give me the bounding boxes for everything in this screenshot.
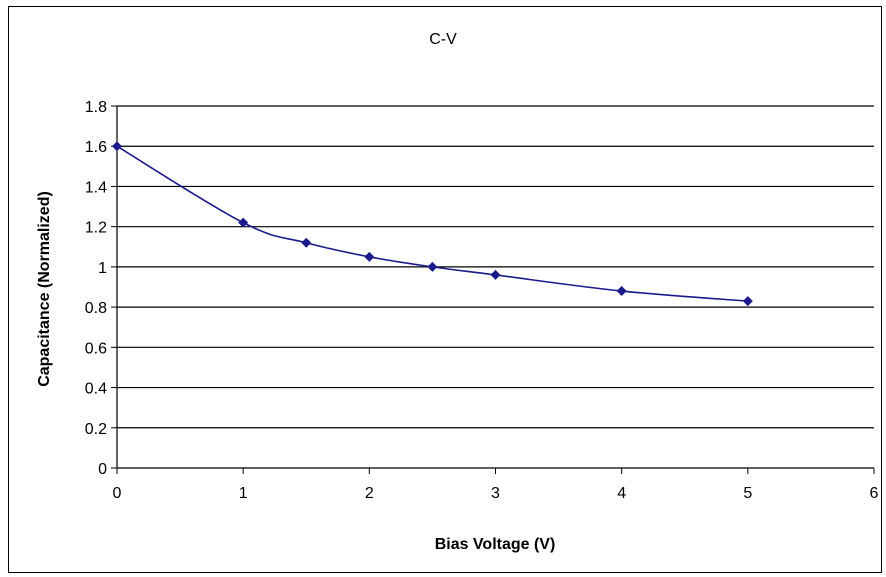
series-layer [112, 141, 753, 307]
grid-lines [117, 105, 874, 429]
x-tick-label: 2 [365, 485, 374, 502]
data-point-marker [490, 269, 501, 280]
y-tick-label: 0.8 [85, 300, 107, 317]
data-point-marker [364, 251, 375, 262]
y-tick-label: 1.8 [85, 99, 107, 116]
x-tick-label: 3 [491, 485, 500, 502]
y-tick-label: 0 [98, 461, 107, 478]
chart-frame [8, 6, 882, 573]
x-tick-label: 6 [870, 485, 879, 502]
y-tick-label: 1.4 [85, 179, 107, 196]
axes [111, 105, 875, 474]
y-tick-label: 1.2 [85, 220, 107, 237]
x-tick-label: 5 [743, 485, 752, 502]
x-tick-label: 4 [617, 485, 626, 502]
data-point-marker [112, 141, 122, 152]
data-point-marker [742, 296, 753, 307]
series-line [116, 145, 748, 302]
data-point-marker [616, 286, 627, 297]
tick-labels: 0 0.2 0.4 0.6 0.8 1 1.2 1.4 1.6 1.8 0 1 2 3 4 5 6 [85, 99, 879, 502]
y-tick-label: 0.2 [85, 421, 107, 438]
chart-title: C-V [429, 31, 457, 48]
data-point-marker [427, 261, 438, 272]
data-point-marker [301, 237, 312, 248]
y-tick-label: 1.6 [85, 139, 107, 156]
x-tick-label: 0 [113, 485, 122, 502]
data-point-marker [238, 217, 249, 228]
y-axis-label: Capacitance (Normalized) [36, 191, 53, 387]
x-tick-label: 1 [239, 485, 248, 502]
y-tick-label: 0.6 [85, 340, 107, 357]
x-axis-label: Bias Voltage (V) [435, 536, 556, 553]
y-tick-label: 1 [98, 260, 107, 277]
y-tick-label: 0.4 [85, 381, 107, 398]
